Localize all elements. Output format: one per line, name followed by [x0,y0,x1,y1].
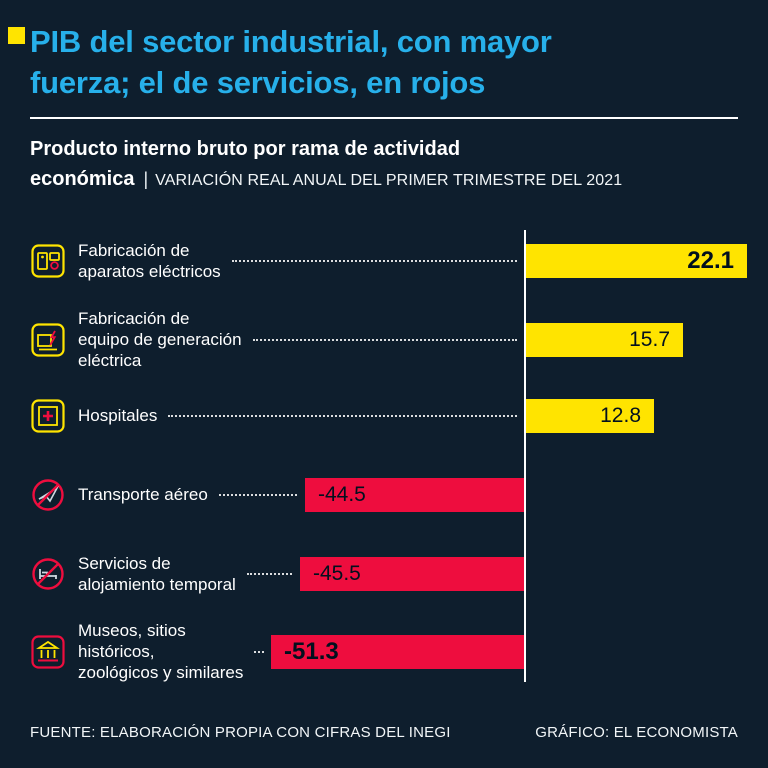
bar-value: 22.1 [687,246,734,274]
bar-value: 15.7 [629,327,670,351]
leader-line [231,259,517,262]
chart-row: Transporte aéreo -44.5 [30,477,738,513]
category-label: Fabricación de aparatos eléctricos [78,240,221,281]
headline-line2: fuerza; el de servicios, en rojos [30,64,486,100]
chart-row: Fabricación de equipo de generación eléc… [30,309,738,370]
leader-line [246,572,292,575]
chart-subtitle: Producto interno bruto por rama de activ… [30,134,738,194]
subtitle-separator: | [143,168,149,189]
chart-row: Museos, sitios históricos, zoológicos y … [30,621,738,682]
divider-line [30,116,738,119]
chart-row: Fabricación de aparatos eléctricos 22.1 [30,241,747,281]
source-credit: FUENTE: ELABORACIÓN PROPIA CON CIFRAS DE… [30,723,451,741]
bar-museos-sitios-historicos: -51.3 [271,634,524,669]
zero-axis [524,229,526,682]
hospital-icon [30,398,66,434]
temporary-lodging-icon [30,556,66,592]
leader-line [254,650,264,653]
bar-fabricacion-aparatos-electricos: 22.1 [526,243,747,278]
bar-hospitales: 12.8 [526,398,654,433]
chart-row: Servicios de alojamiento temporal -45.5 [30,554,738,594]
bar-value: -44.5 [318,482,366,506]
category-label: Servicios de alojamiento temporal [78,553,236,594]
bar-value: -45.5 [313,561,361,585]
leader-line [218,493,297,496]
chart-row: Hospitales 12.8 [30,398,738,434]
footer: FUENTE: ELABORACIÓN PROPIA CON CIFRAS DE… [30,724,738,741]
subtitle-bold-line1: Producto interno bruto por rama de activ… [30,137,461,160]
category-label: Museos, sitios históricos, zoológicos y … [78,620,244,683]
category-label: Transporte aéreo [78,485,208,505]
category-label: Fabricación de equipo de generación eléc… [78,308,242,371]
museums-icon [30,634,66,670]
graphic-credit: GRÁFICO: EL ECONOMISTA [535,723,738,741]
air-transport-icon [30,477,66,513]
headline-bullet-icon [8,27,25,44]
bar-transporte-aereo: -44.5 [305,477,524,512]
subtitle-detail: VARIACIÓN REAL ANUAL DEL PRIMER TRIMESTR… [155,171,623,189]
electric-appliances-icon [30,243,66,279]
bar-chart: Fabricación de aparatos eléctricos 22.1 … [30,224,747,684]
category-label: Hospitales [78,406,158,426]
subtitle-bold-line2: económica [30,167,135,190]
bar-servicios-alojamiento: -45.5 [300,556,524,591]
leader-line [168,414,517,417]
bar-fabricacion-equipo-generacion: 15.7 [526,322,683,357]
bar-value: -51.3 [284,637,339,665]
headline: PIB del sector industrial, con mayor fuer… [30,22,738,104]
headline-line1: PIB del sector industrial, con mayor [30,24,552,59]
leader-line [252,338,517,341]
bar-value: 12.8 [600,403,641,427]
power-generation-equipment-icon [30,322,66,358]
